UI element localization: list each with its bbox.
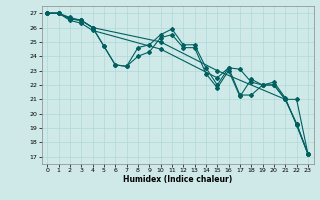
X-axis label: Humidex (Indice chaleur): Humidex (Indice chaleur)	[123, 175, 232, 184]
